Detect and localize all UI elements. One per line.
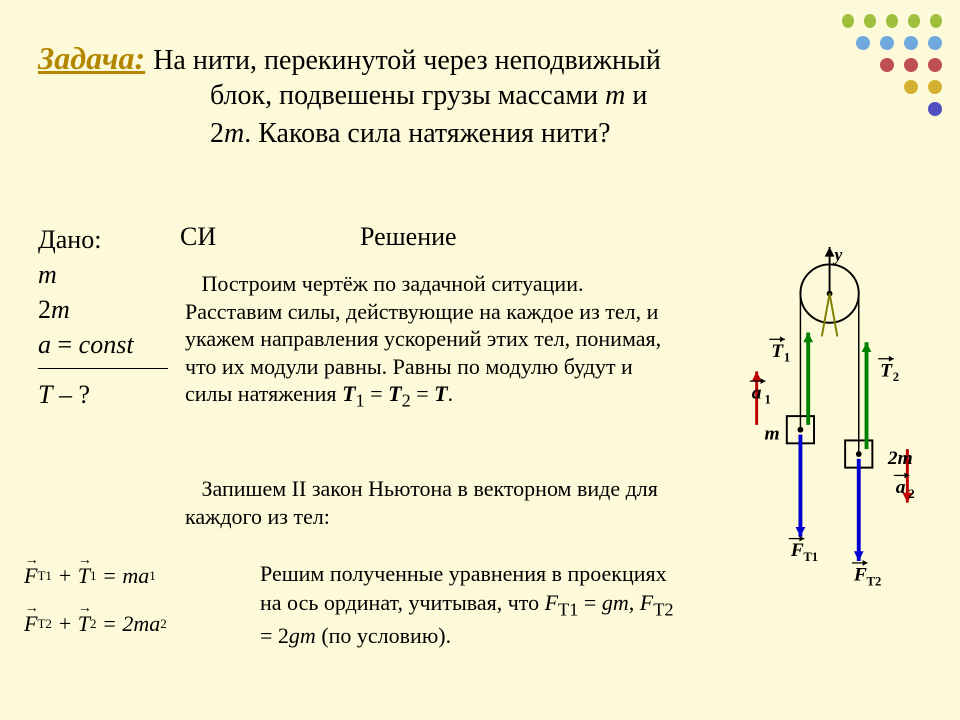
given-divider [38, 368, 168, 369]
equation-1: →F T1 + →T 1 = ma1 [24, 555, 167, 597]
svg-text:T2: T2 [867, 574, 882, 588]
svg-text:y: y [832, 245, 842, 265]
svg-text:T: T [771, 341, 784, 362]
svg-text:F: F [853, 564, 867, 585]
svg-text:2m: 2m [887, 448, 913, 469]
si-head: СИ [180, 222, 216, 252]
svg-text:F: F [790, 540, 804, 561]
problem-line-3: 2m. Какова сила натяжения нити? [210, 118, 611, 150]
equation-2: →F T2 + →T 2 = 2ma2 [24, 603, 167, 645]
physics-slide: Задача: На нити, перекинутой через непод… [0, 0, 960, 720]
svg-text:1: 1 [784, 351, 790, 365]
svg-text:m: m [764, 423, 779, 444]
solution-para-1: Построим чертёж по задачной ситуации. Ра… [185, 270, 665, 412]
equations-block: →F T1 + →T 1 = ma1 →F T2 + →T 2 = 2ma2 [24, 555, 167, 645]
title-line: Задача: На нити, перекинутой через непод… [38, 40, 661, 77]
given-m: m [38, 257, 168, 292]
svg-text:T: T [880, 360, 893, 381]
solution-para-2: Запишем II закон Ньютона в векторном вид… [185, 475, 665, 530]
svg-text:1: 1 [764, 392, 770, 406]
solution-para-3: Решим полученные уравнения в проекциях н… [260, 560, 680, 650]
given-block: Дано: m 2m a = const T – ? [38, 222, 168, 412]
svg-text:2: 2 [908, 487, 914, 501]
given-question: T – ? [38, 377, 168, 412]
svg-text:T1: T1 [803, 550, 818, 564]
pulley-diagram: T1T2a1a2FT1FT2ym2m [700, 245, 930, 595]
decorative-dots [842, 14, 942, 124]
problem-line-2: блок, подвешены грузы массами m и [210, 80, 647, 112]
solution-head: Решение [360, 222, 457, 252]
svg-text:2: 2 [893, 370, 899, 384]
given-2m: 2m [38, 292, 168, 327]
title-tail: На нити, перекинутой через неподвижный [153, 45, 661, 76]
given-a: a = const [38, 327, 168, 362]
svg-text:a: a [752, 383, 762, 404]
given-head: Дано: [38, 222, 168, 257]
svg-text:a: a [896, 477, 906, 498]
title-word: Задача: [38, 40, 145, 76]
